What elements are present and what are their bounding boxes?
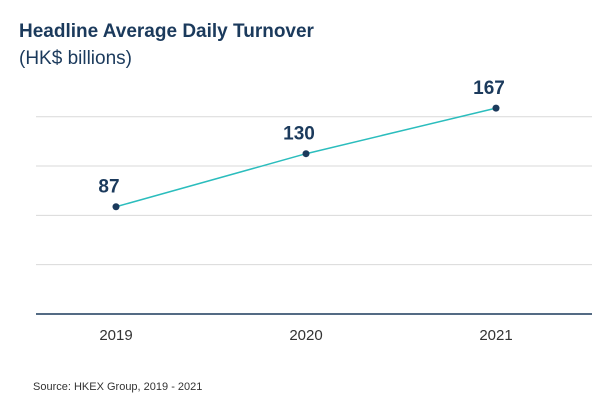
data-point [302,150,310,158]
data-label: 130 [283,124,315,145]
data-label: 167 [473,78,505,99]
x-tick-label: 2020 [289,327,322,344]
data-label: 87 [98,177,119,198]
x-axis-ticks: 2019 2020 2021 [99,327,512,344]
data-point [492,104,500,112]
series-group [112,104,500,211]
source-note: Source: HKEX Group, 2019 - 2021 [33,381,203,393]
gridlines [36,116,592,266]
x-tick-label: 2019 [99,327,132,344]
data-point [112,203,120,211]
data-labels: 87 130 167 [98,78,504,198]
chart-title: Headline Average Daily Turnover [19,21,314,42]
x-tick-label: 2021 [479,327,512,344]
chart-subtitle: (HK$ billions) [19,48,132,69]
